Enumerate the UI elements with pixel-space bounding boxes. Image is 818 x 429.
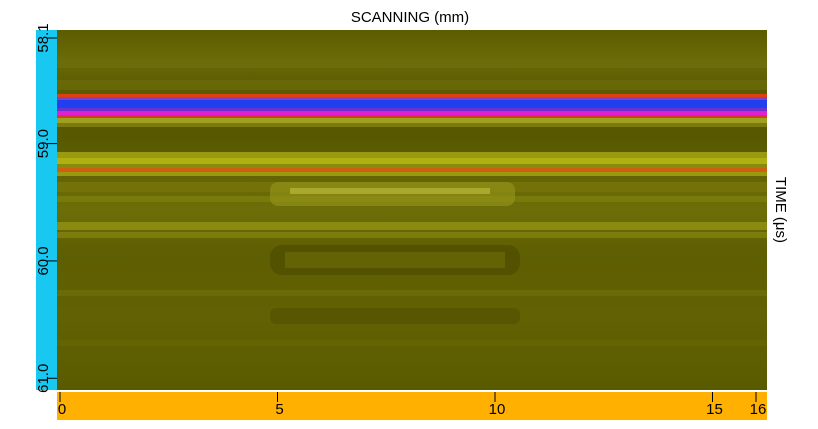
- x-tick-label: 5: [275, 401, 283, 418]
- y-axis-bar: [36, 30, 57, 390]
- x-tick-label: 10: [489, 401, 506, 418]
- y-tick-label: 59.0: [35, 129, 52, 158]
- y-tick-label: 60.0: [35, 246, 52, 275]
- y-tick-label: 61.0: [35, 364, 52, 393]
- y-axis-label: TIME (μs): [772, 177, 789, 243]
- x-tick-label: 0: [58, 401, 66, 418]
- scan-image: [57, 30, 767, 390]
- x-axis-bar: [57, 392, 767, 420]
- chart-title: SCANNING (mm): [351, 9, 469, 26]
- y-tick-label: 58.1: [35, 23, 52, 52]
- x-tick-label: 16: [750, 401, 767, 418]
- x-tick-label: 15: [706, 401, 723, 418]
